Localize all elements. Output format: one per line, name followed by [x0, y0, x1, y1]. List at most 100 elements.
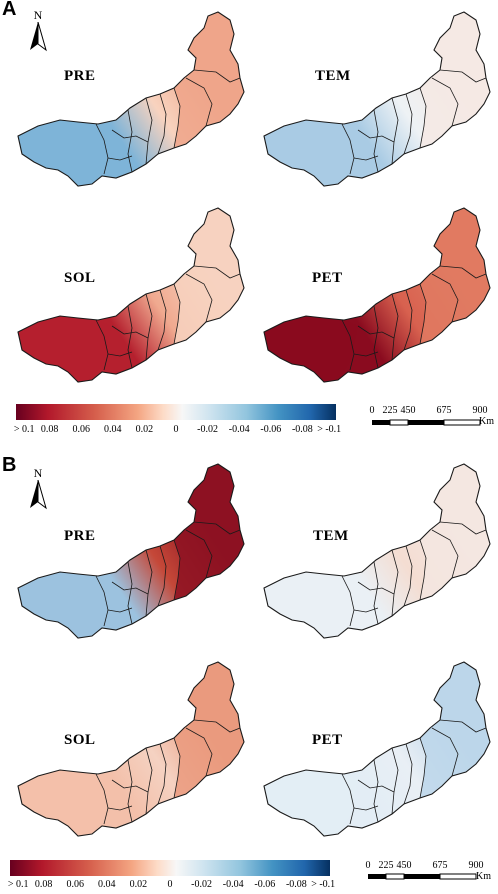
admin-boundary: [193, 265, 241, 279]
region-map-svg: [263, 463, 491, 639]
colorbar-tick-label: 0.08: [40, 424, 59, 435]
region-east-fill: [420, 12, 490, 148]
admin-boundary: [107, 805, 133, 811]
admin-boundary: [111, 581, 149, 595]
map-label-a-tem: TEM: [315, 68, 351, 84]
admin-boundary: [431, 727, 459, 777]
region-outline: [263, 463, 491, 639]
colorbar-tick-label: -0.02: [191, 879, 213, 890]
admin-boundary: [185, 529, 213, 579]
admin-boundary: [403, 93, 413, 155]
admin-boundary: [145, 293, 153, 361]
colorbar-tick-label: -0.08: [291, 424, 313, 435]
admin-boundary: [391, 97, 399, 165]
region-map-svg: [17, 463, 245, 639]
admin-boundary: [439, 69, 487, 83]
admin-boundary: [95, 773, 109, 825]
colorbar-tick-label: > 0.1: [7, 879, 29, 890]
admin-boundary: [439, 719, 487, 733]
map-a-pre: [8, 8, 248, 196]
admin-boundary: [419, 87, 427, 149]
region-map-svg: [263, 207, 491, 383]
region-east-fill: [420, 662, 490, 798]
admin-boundary: [173, 737, 181, 799]
panel-letter-b: B: [2, 454, 17, 476]
admin-boundary: [373, 305, 379, 369]
map-b-pet: [254, 658, 494, 846]
admin-boundary: [341, 319, 355, 371]
admin-boundary: [107, 607, 133, 613]
region-map-svg: [263, 11, 491, 187]
admin-boundary: [391, 549, 399, 617]
admin-boundary: [439, 265, 487, 279]
colorbar-tick-label: 0.04: [104, 424, 122, 435]
region-map-svg: [17, 207, 245, 383]
region-east-fill: [420, 208, 490, 344]
region-map-svg: [263, 661, 491, 837]
admin-boundary: [157, 743, 167, 805]
admin-boundary: [185, 273, 213, 323]
map-a-sol: [8, 204, 248, 392]
admin-boundary: [353, 351, 379, 357]
map-label-b-tem: TEM: [313, 528, 349, 544]
map-label-b-pre: PRE: [64, 528, 96, 544]
region-outline: [263, 661, 491, 837]
scale-bar-b: [368, 873, 477, 880]
admin-boundary: [145, 97, 153, 165]
map-b-sol: [8, 658, 248, 846]
admin-boundary: [127, 109, 133, 173]
admin-boundary: [127, 759, 133, 823]
admin-boundary: [95, 575, 109, 627]
region-outline: [263, 11, 491, 187]
region-west-fill: [264, 572, 358, 638]
colorbar-tick-label: 0.02: [135, 424, 154, 435]
admin-boundary: [431, 529, 459, 579]
scale-labels-b: 0 225 450 675 900: [366, 860, 488, 874]
colorbar-tick-label: 0.02: [129, 879, 148, 890]
scale-label: 450: [400, 405, 416, 416]
map-label-b-pet: PET: [312, 732, 343, 748]
colorbar-tick-label: -0.08: [285, 879, 307, 890]
admin-boundary: [357, 581, 395, 595]
colorbar-tick-label: -0.04: [222, 879, 244, 890]
admin-boundary: [419, 283, 427, 345]
admin-boundary: [145, 747, 153, 815]
scale-label: 225: [378, 860, 394, 871]
colorbar-tick-label: 0.06: [72, 424, 90, 435]
region-map-svg: [17, 661, 245, 837]
colorbar-tick-label: -0.06: [254, 879, 276, 890]
admin-boundary: [111, 129, 149, 143]
admin-boundary: [107, 155, 133, 161]
admin-boundary: [403, 545, 413, 607]
region-outline: [17, 207, 245, 383]
admin-boundary: [173, 87, 181, 149]
colorbar-tick-label: -0.04: [228, 424, 250, 435]
admin-boundary: [373, 561, 379, 625]
admin-boundary: [341, 575, 355, 627]
admin-boundary: [419, 737, 427, 799]
admin-boundary: [353, 805, 379, 811]
admin-boundary: [373, 759, 379, 823]
admin-boundary: [357, 779, 395, 793]
admin-boundary: [173, 283, 181, 345]
north-arrow-a: N: [28, 8, 48, 52]
admin-boundary: [107, 351, 133, 357]
colorbar-ticks-b: > 0.1 0.08 0.06 0.04 0.02 0 -0.02 -0.04 -0.06 -0.…: [8, 879, 335, 893]
admin-boundary: [431, 273, 459, 323]
scale-label: 675: [436, 405, 452, 416]
admin-boundary: [341, 773, 355, 825]
map-label-b-sol: SOL: [64, 732, 96, 748]
region-west-fill: [264, 120, 358, 186]
region-east-fill: [174, 464, 244, 600]
region-outline: [263, 207, 491, 383]
admin-boundary: [353, 155, 379, 161]
colorbar-tick-label: 0: [167, 879, 173, 890]
region-outline: [17, 661, 245, 837]
admin-boundary: [391, 293, 399, 361]
admin-boundary: [173, 539, 181, 601]
colorbar-tick-label: 0.04: [98, 879, 116, 890]
region-west-fill: [18, 572, 112, 638]
scale-label: 225: [382, 405, 398, 416]
scale-bar-a: [372, 419, 481, 426]
admin-boundary: [193, 521, 241, 535]
